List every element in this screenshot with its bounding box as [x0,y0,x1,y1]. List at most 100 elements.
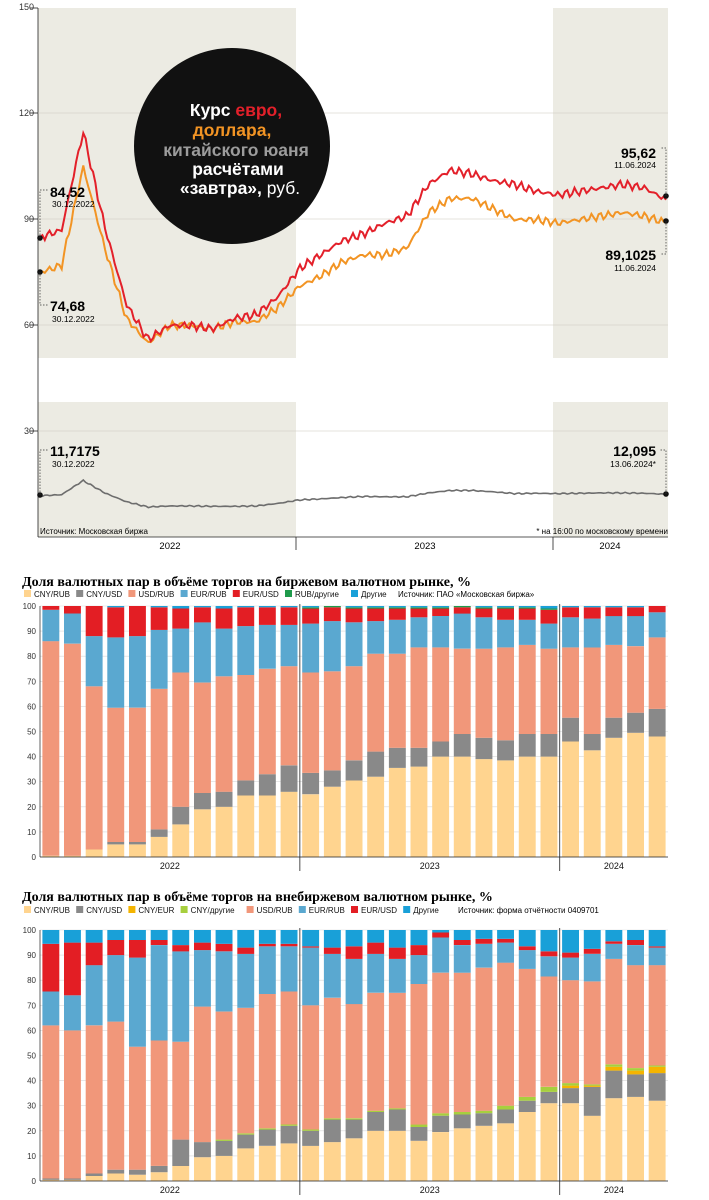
ytick-label: 10 [27,828,36,837]
bar-segment-eur-usd [194,942,211,951]
svg-text:CNY/EUR: CNY/EUR [138,906,174,915]
ytick-label: 40 [27,753,36,762]
bar-segment-usd-rub [453,972,471,1112]
currency-rate-chart: 150 120 90 60 30 84,52 30.12.2022 74,68 … [0,2,709,552]
bar-segment-cny-rub [410,766,428,857]
bar-segment-eur-usd [302,946,320,948]
bar-segment-cny-rub [323,1142,341,1181]
bar-segment-cny-usd [648,708,666,737]
svg-text:«завтра», руб.: «завтра», руб. [180,178,300,198]
svg-text:RUB/другие: RUB/другие [295,590,340,599]
shade-2024 [553,8,668,537]
bar-segment-eur-rub [172,628,190,673]
bar-segment-cny-usd [172,1139,190,1166]
svg-text:EUR/USD: EUR/USD [361,906,397,915]
bar-segment-usd-rub [605,644,623,718]
bar-segment-eur-rub [648,947,666,966]
series-line-eur [39,129,667,344]
svg-text:CNY/USD: CNY/USD [86,590,122,599]
bar-segment-cny-другие [475,1110,493,1114]
bar-segment-eur-usd [627,940,644,945]
bar-segment-eur-usd [172,945,190,952]
bar-segment-cny-usd [280,1125,298,1144]
usd-end-value: 89,1025 [605,247,656,263]
exchange-bars [42,606,666,858]
bar-segment-eur-rub [64,995,81,1031]
bar-segment-cny-usd [562,1088,579,1104]
bar-segment-другие [150,606,168,608]
bar-segment-usd-rub [475,648,493,738]
rate-ytick-120: 120 [19,108,34,118]
bar-segment-cny-rub [323,786,341,857]
bar-segment-другие [194,930,211,943]
bar-segment-usd-rub [302,672,320,773]
otc-share-chart: Доля валютных пар в объёме торгов на вне… [22,890,668,1195]
ytick-label: 0 [32,853,37,862]
bar-segment-другие [583,606,601,608]
bar-segment-eur-rub [345,958,363,1005]
rate-footnote: * на 16:00 по московскому времени [536,527,668,536]
cny-start-date: 30.12.2022 [52,459,95,469]
bar-segment-usd-rub [129,707,146,842]
ytick-label: 40 [27,1077,36,1086]
legend-item-cny-usd: CNY/USD [76,906,122,915]
bar-segment-другие [302,930,320,947]
bar-segment-другие [258,606,276,608]
bar-segment-eur-usd [215,608,233,629]
svg-text:Другие: Другие [361,590,387,599]
cny-end-value: 12,095 [613,443,656,459]
bar-segment-cny-usd [432,741,450,757]
svg-text:USD/RUB: USD/RUB [138,590,174,599]
bar-segment-cny-rub [107,1173,125,1181]
year-label-2022: 2022 [160,1185,180,1195]
bar-segment-другие [627,606,644,608]
bar-segment-cny-другие [258,1128,276,1130]
svg-text:CNY/RUB: CNY/RUB [34,906,70,915]
bar-segment-rub-другие [323,606,341,608]
ytick-label: 80 [27,652,36,661]
bar-segment-cny-usd [605,1070,623,1099]
bar-segment-eur-rub [215,951,233,1012]
bar-segment-eur-usd [150,940,168,945]
bar-segment-eur-rub [107,637,125,708]
bar-segment-cny-usd [518,1100,536,1112]
bar-segment-eur-usd [194,607,211,623]
cny-end-date: 13.06.2024* [610,459,657,469]
bar-segment-usd-rub [540,976,558,1087]
bar-segment-eur-rub [194,622,211,683]
bar-segment-cny-eur [583,1085,601,1087]
bar-segment-cny-usd [388,1109,406,1131]
bar-segment-другие [280,930,298,944]
bar-segment-cny-usd [150,829,168,837]
bar-segment-cny-usd [475,737,493,760]
bar-segment-eur-rub [258,624,276,669]
bar-segment-cny-rub [518,756,536,857]
bar-segment-eur-rub [302,623,320,673]
bar-segment-usd-rub [258,994,276,1129]
bar-segment-cny-usd [323,770,341,787]
bar-segment-cny-usd [583,1086,601,1116]
bar-segment-eur-rub [518,950,536,969]
bar-segment-cny-usd [562,717,579,742]
bar-segment-cny-rub [432,1132,450,1181]
bar-segment-usd-rub [367,653,385,752]
bar-segment-cny-usd [497,1109,514,1124]
bar-segment-cny-rub [258,1145,276,1181]
ytick-label: 80 [27,976,36,985]
bar-segment-eur-usd [388,608,406,620]
bar-segment-cny-usd [518,734,536,757]
bar-segment-другие [432,930,450,933]
bar-segment-cny-eur [562,1085,579,1089]
ytick-label: 70 [27,1001,36,1010]
bar-segment-cny-rub [172,824,190,857]
bar-segment-cny-usd [540,734,558,757]
svg-text:CNY/RUB: CNY/RUB [34,590,70,599]
bar-segment-eur-usd [540,951,558,957]
legend-item-cny-другие: CNY/другие [180,906,235,915]
bar-segment-eur-rub [237,626,255,675]
bar-segment-cny-rub [42,1179,60,1181]
bar-segment-cny-usd [648,1073,666,1101]
bar-segment-cny-rub [237,795,255,857]
bar-segment-cny-rub [258,795,276,857]
bar-segment-eur-usd [258,943,276,947]
